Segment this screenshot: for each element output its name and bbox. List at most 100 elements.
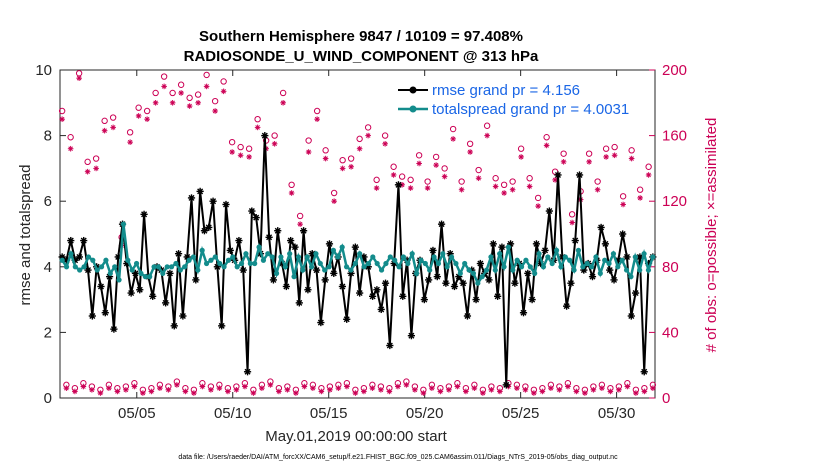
rmse-point xyxy=(187,194,196,202)
totalspread-point xyxy=(632,254,638,260)
obs-assimilated-marker xyxy=(399,182,405,188)
obs-possible-marker xyxy=(84,158,91,166)
obs-possible-marker xyxy=(356,135,363,143)
obs-assimilated-stroke xyxy=(132,384,137,389)
rmse-point xyxy=(226,246,234,254)
totalspread-point xyxy=(326,264,332,270)
obs-assimilated-marker xyxy=(93,165,99,172)
obs-assimilated-stroke xyxy=(395,384,401,389)
totalspread-point xyxy=(177,267,183,273)
x-tick-label: 05/20 xyxy=(406,405,444,422)
obs-assimilated-marker xyxy=(548,385,554,391)
rmse-point-core xyxy=(293,245,297,249)
totalspread-point xyxy=(164,264,170,270)
totalspread-point xyxy=(645,267,652,273)
rmse-point xyxy=(502,381,510,389)
footnote: data file: /Users/raeder/DAI/ATM_forcXX/… xyxy=(178,454,618,461)
obs-assimilated-marker xyxy=(97,390,104,396)
obs-possible-marker xyxy=(381,132,389,139)
obs-assimilated-stroke xyxy=(174,382,180,388)
obs-assimilated-marker xyxy=(220,88,227,95)
rmse-point-core xyxy=(513,281,517,286)
obs-assimilated-marker xyxy=(412,387,418,393)
obs-assimilated-stroke xyxy=(599,385,605,391)
obs-assimilated-marker xyxy=(293,390,299,396)
obs-assimilated-marker xyxy=(280,100,286,106)
obs-assimilated-marker xyxy=(123,387,129,393)
totalspread-point xyxy=(628,274,634,280)
rmse-point xyxy=(274,227,282,235)
obs-assimilated-stroke xyxy=(574,389,579,394)
totalspread-point xyxy=(448,254,455,260)
totalspread-point xyxy=(221,264,227,270)
rmse-point-core xyxy=(495,294,500,299)
obs-assimilated-stroke xyxy=(93,166,99,171)
obs-assimilated-stroke xyxy=(72,389,78,394)
obs-possible-marker xyxy=(475,166,482,174)
obs-assimilated-stroke xyxy=(208,387,214,393)
rmse-point-core xyxy=(86,268,90,272)
obs-possible-marker xyxy=(194,91,202,98)
obs-possible-marker xyxy=(534,194,542,202)
rmse-point xyxy=(571,236,579,245)
rmse-point-core xyxy=(625,255,629,259)
rmse-point xyxy=(325,240,334,248)
obs-assimilated-marker xyxy=(322,155,329,162)
obs-assimilated-marker xyxy=(314,116,320,122)
obs-assimilated-marker xyxy=(80,383,87,390)
obs-assimilated-stroke xyxy=(467,149,473,155)
rmse-point xyxy=(88,312,96,320)
rmse-point-core xyxy=(181,314,185,318)
obs-assimilated-marker xyxy=(195,100,201,106)
obs-assimilated-marker xyxy=(361,388,367,395)
totalspread-point xyxy=(387,254,393,260)
x-tick-label: 05/30 xyxy=(598,405,636,422)
totalspread-point xyxy=(427,267,433,273)
totalspread-point xyxy=(247,260,253,267)
totalspread-point xyxy=(282,264,288,270)
rmse-point xyxy=(429,246,437,254)
rmse-point xyxy=(459,279,467,287)
obs-assimilated-stroke xyxy=(110,125,116,130)
obs-assimilated-marker xyxy=(522,387,529,393)
totalspread-point xyxy=(457,270,463,276)
obs-assimilated-stroke xyxy=(204,84,209,89)
rmse-point-core xyxy=(383,281,388,286)
obs-assimilated-marker xyxy=(492,183,499,190)
rmse-point-core xyxy=(379,307,384,312)
obs-assimilated-stroke xyxy=(399,182,405,188)
totalspread-point xyxy=(186,257,192,263)
rmse-point-core xyxy=(310,251,315,256)
obs-possible-marker xyxy=(568,211,576,218)
rmse-point-core xyxy=(224,202,228,207)
obs-assimilated-stroke xyxy=(255,125,260,130)
obs-assimilated-marker xyxy=(497,388,503,395)
obs-assimilated-stroke xyxy=(242,384,248,389)
rmse-point xyxy=(420,296,428,304)
rmse-point xyxy=(356,289,364,297)
obs-assimilated-marker xyxy=(76,75,82,81)
rmse-point xyxy=(75,253,84,261)
totalspread-point xyxy=(396,264,402,270)
rmse-point xyxy=(97,282,105,291)
obs-possible-marker xyxy=(347,155,355,162)
obs-assimilated-stroke xyxy=(170,100,175,106)
totalspread-point xyxy=(120,221,127,227)
obs-assimilated-marker xyxy=(208,387,214,393)
obs-possible-marker xyxy=(101,117,108,125)
obs-assimilated-stroke xyxy=(85,169,90,174)
totalspread-point xyxy=(199,247,205,253)
rmse-point-core xyxy=(81,238,86,243)
totalspread-point xyxy=(378,267,385,273)
obs-assimilated-stroke xyxy=(438,389,443,394)
rmse-point xyxy=(545,207,553,215)
obs-assimilated-stroke xyxy=(314,116,320,122)
totalspread-point xyxy=(225,257,232,263)
obs-possible-marker xyxy=(636,186,644,193)
totalspread-point xyxy=(98,264,105,270)
rmse-point-core xyxy=(68,238,73,243)
obs-assimilated-marker xyxy=(573,388,580,395)
y2-tick-label: 40 xyxy=(662,324,679,341)
obs-possible-marker xyxy=(220,78,227,85)
obs-assimilated-marker xyxy=(348,163,354,170)
